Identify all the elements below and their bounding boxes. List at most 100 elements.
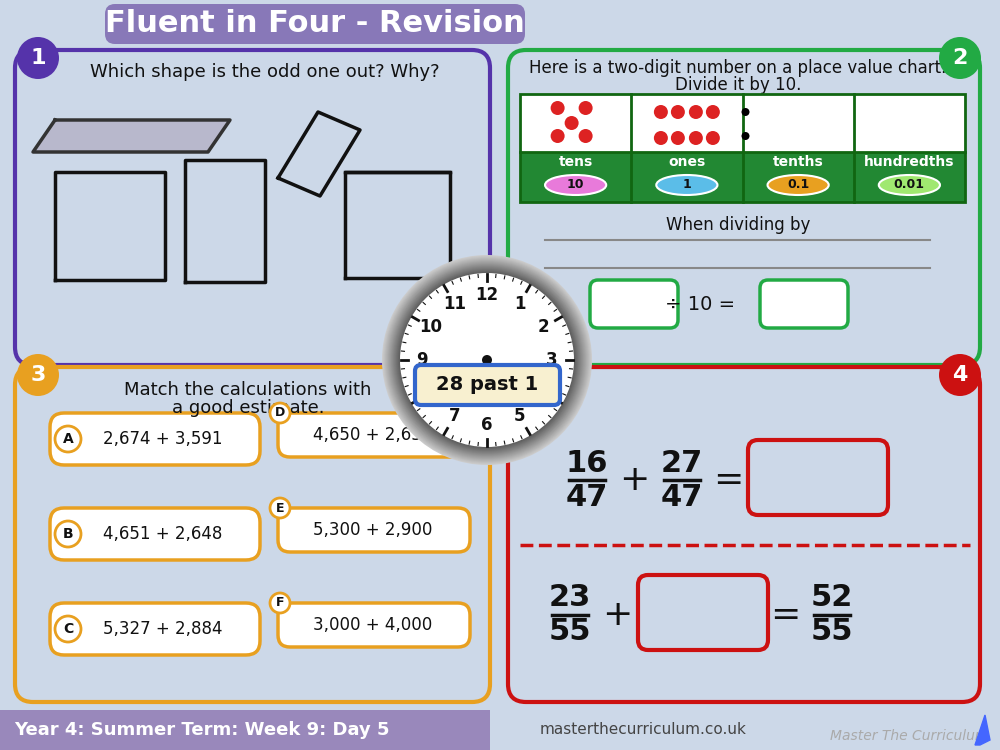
Text: 12: 12 <box>475 286 499 304</box>
Text: masterthecurriculum.co.uk: masterthecurriculum.co.uk <box>540 722 747 737</box>
FancyBboxPatch shape <box>278 413 470 457</box>
Text: 2: 2 <box>952 48 968 68</box>
Text: 47: 47 <box>661 482 703 512</box>
Ellipse shape <box>545 175 606 195</box>
Text: 3: 3 <box>546 351 558 369</box>
Text: When dividing by: When dividing by <box>666 216 810 234</box>
Text: Year 4: Summer Term: Week 9: Day 5: Year 4: Summer Term: Week 9: Day 5 <box>14 721 390 739</box>
Text: 1: 1 <box>514 295 525 313</box>
FancyBboxPatch shape <box>760 280 848 328</box>
Bar <box>520 94 965 152</box>
Circle shape <box>671 131 685 145</box>
Text: 2,674 + 3,591: 2,674 + 3,591 <box>103 430 223 448</box>
Circle shape <box>55 616 81 642</box>
Circle shape <box>482 355 492 365</box>
Bar <box>0 710 490 750</box>
Text: tenths: tenths <box>773 155 824 169</box>
Circle shape <box>395 268 579 452</box>
Circle shape <box>270 403 290 423</box>
Polygon shape <box>975 715 990 745</box>
FancyBboxPatch shape <box>415 365 560 405</box>
Text: 0.01: 0.01 <box>894 178 925 191</box>
Text: 1: 1 <box>30 48 46 68</box>
FancyBboxPatch shape <box>50 603 260 655</box>
Text: F: F <box>276 596 284 610</box>
Text: 3,000 + 4,000: 3,000 + 4,000 <box>313 616 433 634</box>
FancyBboxPatch shape <box>50 413 260 465</box>
Ellipse shape <box>879 175 940 195</box>
Text: D: D <box>275 406 285 419</box>
Circle shape <box>390 263 584 457</box>
Text: 1: 1 <box>682 178 691 191</box>
FancyBboxPatch shape <box>105 4 525 44</box>
Text: +: + <box>602 598 632 632</box>
Text: 9: 9 <box>416 351 428 369</box>
Circle shape <box>400 273 574 447</box>
Circle shape <box>383 256 591 464</box>
Text: hundredths: hundredths <box>864 155 955 169</box>
Circle shape <box>551 101 565 115</box>
Text: 27: 27 <box>661 448 703 478</box>
FancyBboxPatch shape <box>50 508 260 560</box>
Text: 6: 6 <box>481 416 493 434</box>
Ellipse shape <box>768 175 829 195</box>
Circle shape <box>579 129 593 143</box>
Text: Which shape is the odd one out? Why?: Which shape is the odd one out? Why? <box>90 63 440 81</box>
Text: 55: 55 <box>811 617 853 646</box>
Text: Master The Curriculum: Master The Curriculum <box>830 729 988 743</box>
Text: 28 past 1: 28 past 1 <box>436 376 538 394</box>
Circle shape <box>399 272 575 448</box>
Text: a good estimate.: a good estimate. <box>172 399 324 417</box>
Circle shape <box>396 269 578 451</box>
FancyBboxPatch shape <box>278 603 470 647</box>
Circle shape <box>389 262 585 458</box>
Text: 7: 7 <box>449 407 460 425</box>
FancyBboxPatch shape <box>590 280 678 328</box>
Text: A: A <box>63 432 73 446</box>
Circle shape <box>706 105 720 119</box>
Text: 11: 11 <box>443 295 466 313</box>
Circle shape <box>742 108 750 116</box>
Text: 4: 4 <box>952 365 968 385</box>
Text: 5: 5 <box>514 407 525 425</box>
Circle shape <box>939 354 981 396</box>
Text: Divide it by 10.: Divide it by 10. <box>675 76 801 94</box>
FancyBboxPatch shape <box>748 440 888 515</box>
FancyBboxPatch shape <box>508 367 980 702</box>
Circle shape <box>17 37 59 79</box>
Circle shape <box>384 257 590 463</box>
Circle shape <box>388 261 586 459</box>
Text: =: = <box>713 463 743 497</box>
Text: 23: 23 <box>549 584 591 613</box>
Circle shape <box>386 259 588 461</box>
Circle shape <box>579 101 593 115</box>
Circle shape <box>398 271 576 449</box>
Circle shape <box>689 131 703 145</box>
Text: 0.1: 0.1 <box>787 178 809 191</box>
Text: 10: 10 <box>567 178 584 191</box>
Text: +: + <box>619 463 649 497</box>
Circle shape <box>55 521 81 547</box>
Circle shape <box>55 426 81 452</box>
Circle shape <box>392 265 582 455</box>
FancyBboxPatch shape <box>15 50 490 365</box>
Text: Here is a two-digit number on a place value chart.: Here is a two-digit number on a place va… <box>529 59 947 77</box>
Text: E: E <box>276 502 284 515</box>
Circle shape <box>939 37 981 79</box>
FancyBboxPatch shape <box>15 367 490 702</box>
Circle shape <box>706 131 720 145</box>
Circle shape <box>270 498 290 518</box>
Text: 52: 52 <box>811 584 853 613</box>
Text: 5,327 + 2,884: 5,327 + 2,884 <box>103 620 223 638</box>
Polygon shape <box>33 120 230 152</box>
Text: 55: 55 <box>549 617 591 646</box>
Circle shape <box>387 260 587 460</box>
Ellipse shape <box>656 175 717 195</box>
Text: 4,650 + 2,650: 4,650 + 2,650 <box>313 426 433 444</box>
Text: 4: 4 <box>537 383 549 401</box>
Text: 47: 47 <box>566 482 608 512</box>
Text: C: C <box>63 622 73 636</box>
Text: 10: 10 <box>419 319 442 337</box>
FancyBboxPatch shape <box>508 50 980 365</box>
Text: ÷ 10 =: ÷ 10 = <box>665 295 735 314</box>
